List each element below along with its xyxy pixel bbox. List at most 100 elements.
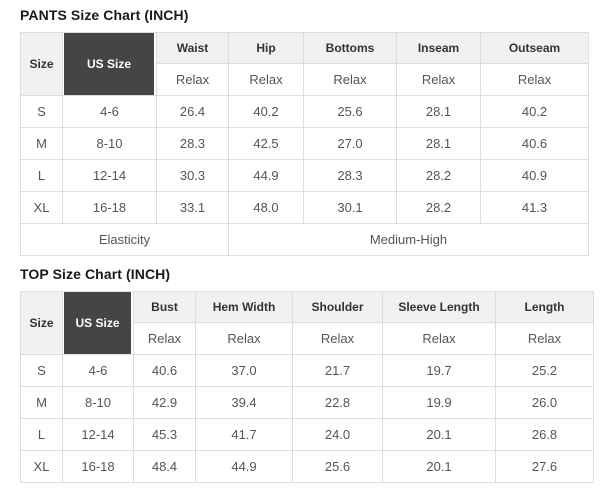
value-cell: 22.8 [292, 386, 383, 419]
fit-label-cell: Relax [228, 63, 304, 96]
value-cell: 41.3 [480, 191, 589, 224]
value-cell: 19.9 [382, 386, 496, 419]
pants-col-header-outseam: Outseam [480, 32, 589, 64]
us-size-dark-badge: US Size [64, 292, 131, 354]
us-size-cell: 4-6 [62, 95, 157, 128]
table-row: S 4-6 40.6 37.0 21.7 19.7 25.2 [20, 354, 594, 387]
top-col-header-sleeve-length: Sleeve Length [382, 291, 496, 323]
fit-label-cell: Relax [480, 63, 589, 96]
fit-label-cell: Relax [292, 322, 383, 355]
table-row: L 12-14 30.3 44.9 28.3 28.2 40.9 [20, 159, 589, 192]
fit-label-cell: Relax [303, 63, 397, 96]
value-cell: 25.6 [303, 95, 397, 128]
us-size-cell: 16-18 [62, 450, 134, 483]
size-cell: XL [20, 191, 63, 224]
top-fit-row: Relax Relax Relax Relax Relax [21, 322, 594, 355]
us-size-cell: 16-18 [62, 191, 157, 224]
top-col-header-hem-width: Hem Width [195, 291, 293, 323]
size-cell: L [20, 159, 63, 192]
value-cell: 25.6 [292, 450, 383, 483]
elasticity-value: Medium-High [228, 223, 589, 256]
value-cell: 39.4 [195, 386, 293, 419]
value-cell: 24.0 [292, 418, 383, 451]
value-cell: 27.0 [303, 127, 397, 160]
top-col-header-bust: Bust [133, 291, 196, 323]
value-cell: 25.2 [495, 354, 594, 387]
value-cell: 27.6 [495, 450, 594, 483]
pants-header-row: Size US Size Waist Hip Bottoms Inseam Ou… [20, 32, 589, 96]
pants-col-header-us-size: US Size [62, 32, 157, 96]
table-row: XL 16-18 48.4 44.9 25.6 20.1 27.6 [20, 450, 594, 483]
table-row: M 8-10 28.3 42.5 27.0 28.1 40.6 [20, 127, 589, 160]
value-cell: 28.3 [303, 159, 397, 192]
us-size-cell: 4-6 [62, 354, 134, 387]
size-cell: L [20, 418, 63, 451]
size-cell: M [20, 127, 63, 160]
value-cell: 40.9 [480, 159, 589, 192]
size-cell: M [20, 386, 63, 419]
table-row: M 8-10 42.9 39.4 22.8 19.9 26.0 [20, 386, 594, 419]
value-cell: 26.0 [495, 386, 594, 419]
value-cell: 40.2 [480, 95, 589, 128]
size-cell: S [20, 354, 63, 387]
value-cell: 37.0 [195, 354, 293, 387]
fit-label-cell: Relax [396, 63, 481, 96]
value-cell: 42.5 [228, 127, 304, 160]
us-size-cell: 12-14 [62, 418, 134, 451]
pants-col-header-inseam: Inseam [396, 32, 481, 64]
us-size-cell: 12-14 [62, 159, 157, 192]
top-col-header-length: Length [495, 291, 594, 323]
value-cell: 44.9 [228, 159, 304, 192]
top-chart-title: TOP Size Chart (INCH) [20, 266, 171, 282]
size-cell: XL [20, 450, 63, 483]
value-cell: 41.7 [195, 418, 293, 451]
value-cell: 30.3 [156, 159, 229, 192]
size-cell: S [20, 95, 63, 128]
fit-label-cell: Relax [156, 63, 229, 96]
value-cell: 28.2 [396, 159, 481, 192]
pants-fit-row: Relax Relax Relax Relax Relax [21, 63, 589, 96]
fit-label-cell: Relax [382, 322, 496, 355]
fit-label-cell: Relax [133, 322, 196, 355]
pants-size-table: Size US Size Waist Hip Bottoms Inseam Ou… [20, 32, 589, 256]
top-col-header-shoulder: Shoulder [292, 291, 383, 323]
value-cell: 40.6 [133, 354, 196, 387]
value-cell: 44.9 [195, 450, 293, 483]
value-cell: 48.4 [133, 450, 196, 483]
top-col-header-size: Size [20, 291, 63, 355]
pants-col-header-waist: Waist [156, 32, 229, 64]
table-row: S 4-6 26.4 40.2 25.6 28.1 40.2 [20, 95, 589, 128]
us-size-dark-badge: US Size [64, 33, 154, 95]
fit-label-cell: Relax [495, 322, 594, 355]
top-size-table: Size US Size Bust Hem Width Shoulder Sle… [20, 291, 594, 483]
value-cell: 33.1 [156, 191, 229, 224]
pants-elasticity-row: Elasticity Medium-High [20, 223, 589, 256]
value-cell: 26.8 [495, 418, 594, 451]
table-row: L 12-14 45.3 41.7 24.0 20.1 26.8 [20, 418, 594, 451]
fit-label-cell: Relax [195, 322, 293, 355]
value-cell: 40.6 [480, 127, 589, 160]
value-cell: 28.3 [156, 127, 229, 160]
value-cell: 20.1 [382, 450, 496, 483]
value-cell: 48.0 [228, 191, 304, 224]
pants-chart-title: PANTS Size Chart (INCH) [20, 7, 189, 23]
value-cell: 45.3 [133, 418, 196, 451]
us-size-cell: 8-10 [62, 386, 134, 419]
top-col-header-us-size: US Size [62, 291, 134, 355]
top-header-row: Size US Size Bust Hem Width Shoulder Sle… [20, 291, 594, 355]
value-cell: 30.1 [303, 191, 397, 224]
table-row: XL 16-18 33.1 48.0 30.1 28.2 41.3 [20, 191, 589, 224]
pants-col-header-hip: Hip [228, 32, 304, 64]
value-cell: 19.7 [382, 354, 496, 387]
value-cell: 42.9 [133, 386, 196, 419]
value-cell: 21.7 [292, 354, 383, 387]
value-cell: 26.4 [156, 95, 229, 128]
us-size-cell: 8-10 [62, 127, 157, 160]
value-cell: 40.2 [228, 95, 304, 128]
value-cell: 28.2 [396, 191, 481, 224]
value-cell: 20.1 [382, 418, 496, 451]
value-cell: 28.1 [396, 95, 481, 128]
pants-col-header-bottoms: Bottoms [303, 32, 397, 64]
value-cell: 28.1 [396, 127, 481, 160]
elasticity-label: Elasticity [20, 223, 229, 256]
